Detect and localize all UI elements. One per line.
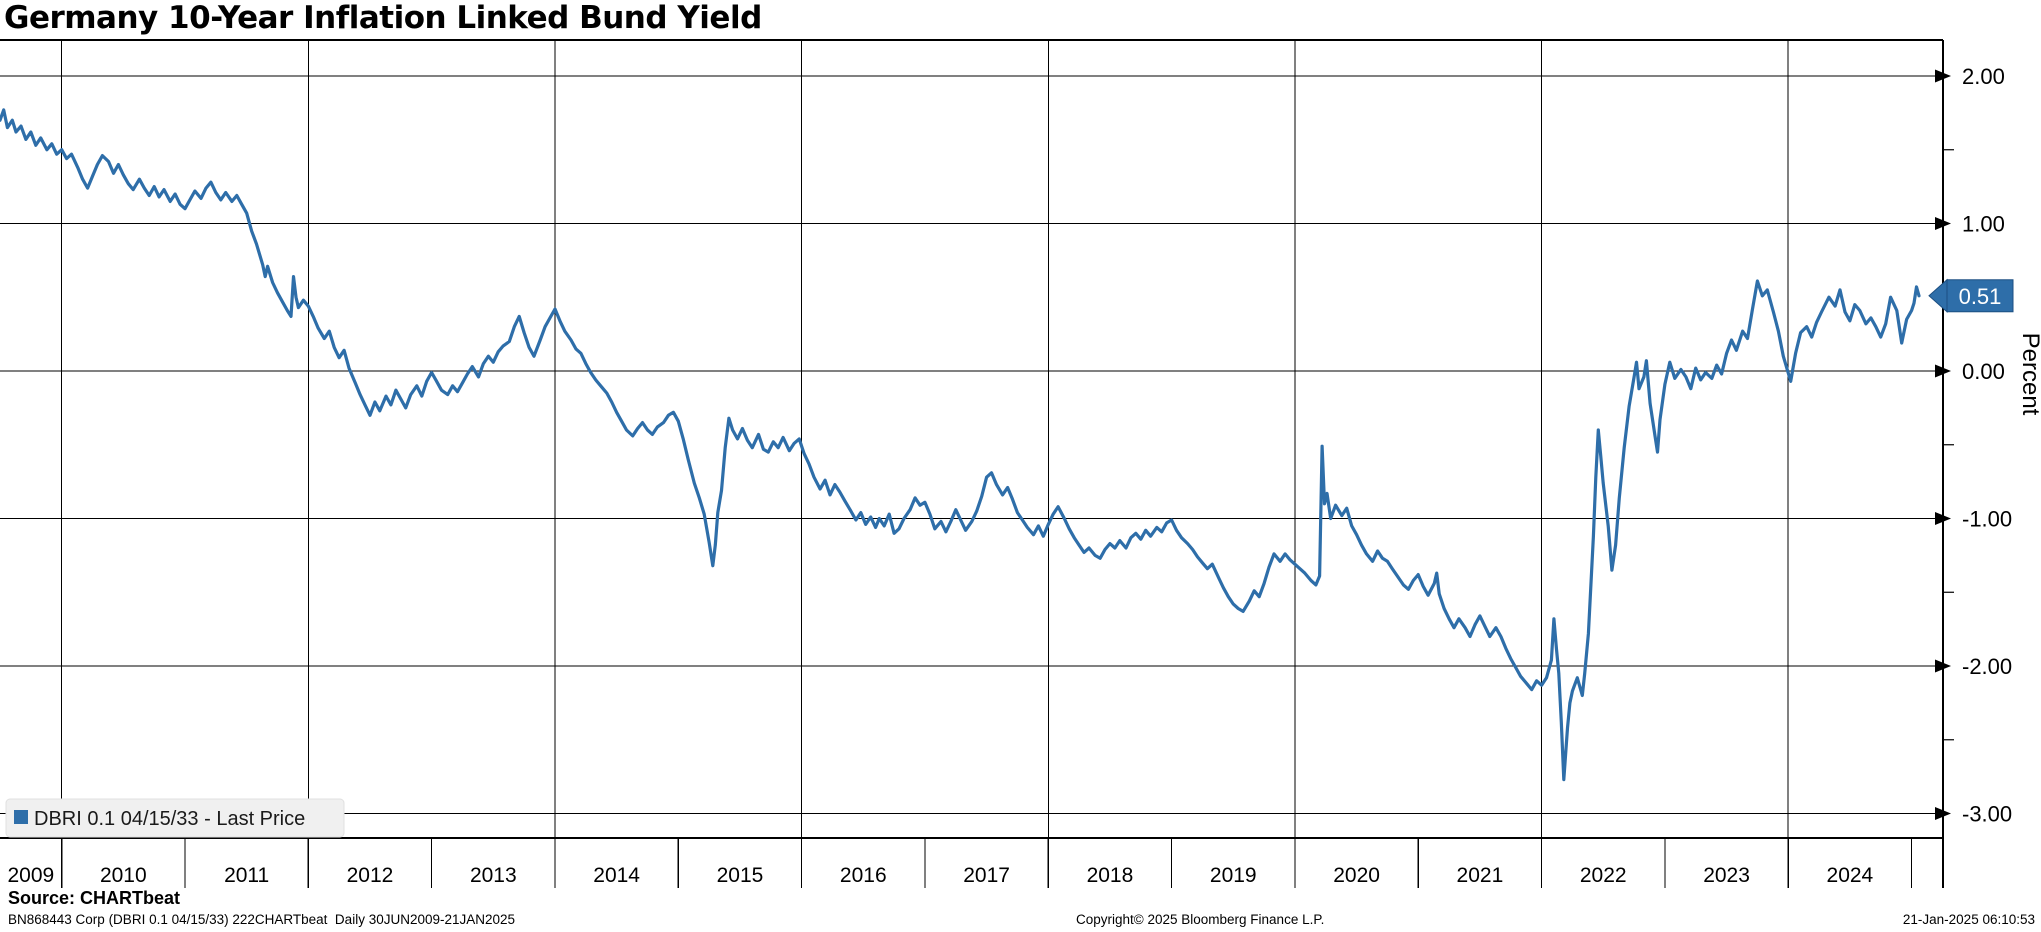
year-label: 2018 xyxy=(1087,864,1134,887)
year-label: 2012 xyxy=(347,864,394,887)
year-label: 2021 xyxy=(1457,864,1504,887)
last-price-badge: 0.51 xyxy=(1928,278,2014,313)
chart-title: Germany 10-Year Inflation Linked Bund Yi… xyxy=(4,0,762,36)
y-tick-arrow xyxy=(1935,216,1951,230)
y-tick-label: 0.00 xyxy=(1962,359,2005,384)
x-axis-ticks xyxy=(61,838,1913,888)
year-label: 2015 xyxy=(717,864,764,887)
year-label: 2010 xyxy=(100,864,147,887)
y-tick-arrow xyxy=(1935,807,1951,821)
footer-security-info: BN868443 Corp (DBRI 0.1 04/15/33) 222CHA… xyxy=(8,912,516,927)
y-tick-arrow xyxy=(1935,659,1951,673)
year-label: 2011 xyxy=(224,864,269,887)
year-label: 2022 xyxy=(1580,864,1627,887)
badge-body xyxy=(1946,279,2014,313)
plot-frame xyxy=(0,39,1944,888)
yield-line xyxy=(0,108,1921,782)
legend[interactable]: DBRI 0.1 04/15/33 - Last Price xyxy=(5,798,345,838)
y-tick-arrow xyxy=(1935,69,1951,83)
badge-value: 0.51 xyxy=(1959,284,2002,309)
year-label: 2019 xyxy=(1210,864,1257,887)
year-label: 2024 xyxy=(1827,864,1874,887)
y-axis-minor-ticks xyxy=(1943,149,1954,741)
source-label: Source: CHARTbeat xyxy=(8,888,181,908)
year-label: 2017 xyxy=(963,864,1010,887)
y-tick-label: -3.00 xyxy=(1962,802,2012,827)
y-tick-arrow xyxy=(1935,364,1951,378)
y-tick-label: 1.00 xyxy=(1962,211,2005,236)
footer-copyright: Copyright© 2025 Bloomberg Finance L.P. xyxy=(1076,912,1325,927)
y-tick-label: -2.00 xyxy=(1962,654,2012,679)
y-tick-arrow xyxy=(1935,512,1951,526)
year-label: 2023 xyxy=(1703,864,1750,887)
year-label: 2014 xyxy=(593,864,640,887)
vertical-gridlines xyxy=(61,40,1789,838)
y-tick-label: -1.00 xyxy=(1962,507,2012,532)
year-label: 2013 xyxy=(470,864,517,887)
year-label: 2016 xyxy=(840,864,887,887)
legend-box xyxy=(5,798,345,838)
horizontal-gridlines xyxy=(0,75,1943,815)
year-label: 2009 xyxy=(7,864,54,887)
legend-label: DBRI 0.1 04/15/33 - Last Price xyxy=(34,808,305,830)
y-tick-label: 2.00 xyxy=(1962,64,2005,89)
x-axis-labels: 2009 2010 2011 2012 2013 2014 2015 2016 2017 2018… xyxy=(7,864,1873,887)
footer-timestamp: 21-Jan-2025 06:10:53 xyxy=(1902,912,2035,927)
y-axis-labels: 2.00 1.00 0.00 -1.00 -2.00 -3.00 xyxy=(1935,64,2012,827)
y-axis-title: Percent xyxy=(2017,333,2041,416)
badge-arrow xyxy=(1928,278,1948,313)
year-label: 2020 xyxy=(1333,864,1380,887)
legend-swatch-icon xyxy=(14,810,28,824)
